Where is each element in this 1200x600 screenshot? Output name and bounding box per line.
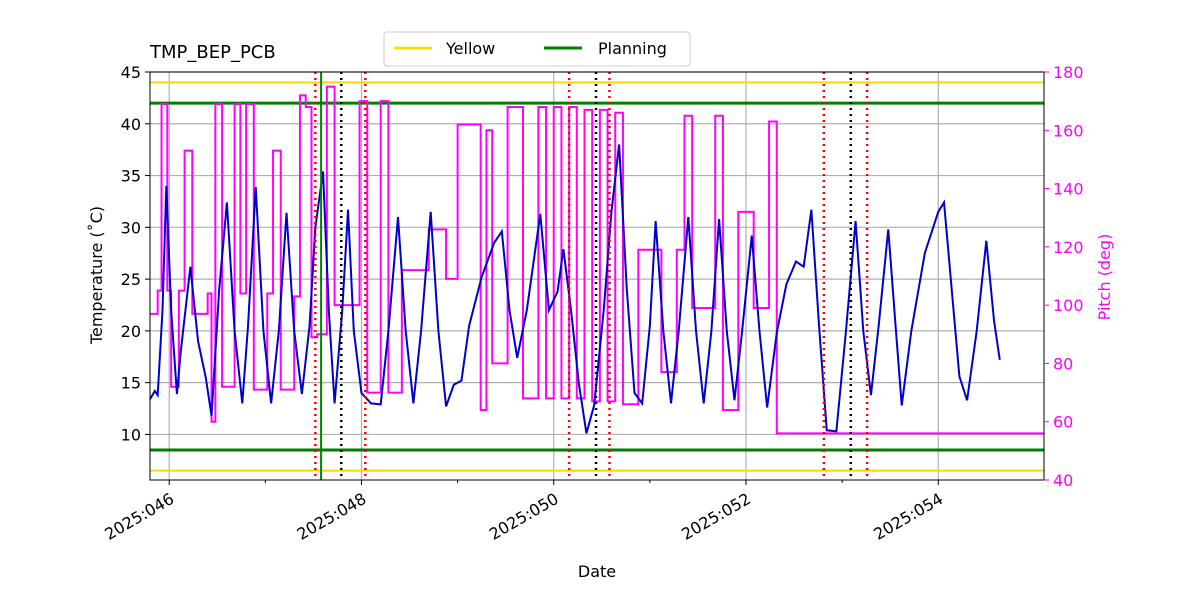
legend-label-yellow: Yellow [445, 39, 495, 58]
plot-area [150, 72, 1044, 480]
y2-axis-label: Pitch (deg) [1095, 234, 1114, 321]
y2-tick-label: 140 [1053, 180, 1084, 199]
series-pitch [150, 85, 1044, 435]
y-tick-label: 45 [121, 63, 141, 82]
x-axis-label: Date [578, 562, 616, 581]
legend-label-planning: Planning [598, 39, 667, 58]
y-tick-label: 35 [121, 167, 141, 186]
y-tick-label: 30 [121, 218, 141, 237]
chart-title: TMP_BEP_PCB [149, 42, 276, 63]
y-tick-label: 40 [121, 115, 141, 134]
y2-tick-label: 60 [1053, 413, 1073, 432]
y2-tick-label: 120 [1053, 238, 1084, 257]
y-axis-left: 10 15 20 25 30 35 40 45 [121, 63, 150, 444]
y2-tick-label: 80 [1053, 354, 1073, 373]
y-axis-right: 40 60 80 100 120 140 160 180 [1044, 63, 1084, 490]
legend: Yellow Planning [383, 31, 691, 67]
y2-tick-label: 180 [1053, 63, 1084, 82]
y-tick-label: 25 [121, 270, 141, 289]
y2-tick-label: 40 [1053, 471, 1073, 490]
axes-frame [149, 71, 1045, 481]
legend-frame [383, 31, 691, 67]
y2-tick-label: 100 [1053, 296, 1084, 315]
y-tick-label: 15 [121, 374, 141, 393]
y-axis-label: Temperature (˚C) [87, 206, 106, 345]
y-tick-label: 20 [121, 322, 141, 341]
y2-tick-label: 160 [1053, 121, 1084, 140]
series-temperature [150, 144, 1001, 434]
y-tick-label: 10 [121, 425, 141, 444]
